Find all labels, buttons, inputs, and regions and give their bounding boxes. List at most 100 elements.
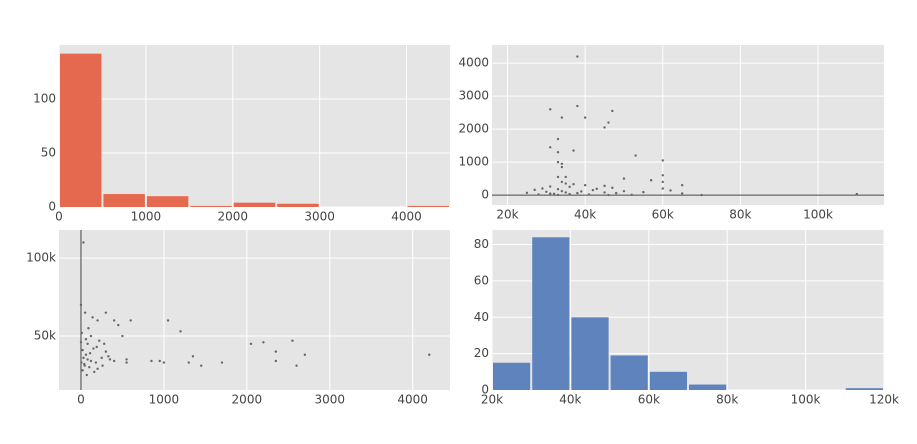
y-tick-label: 100 (33, 92, 56, 106)
point (591, 188, 595, 192)
point (556, 137, 560, 141)
point (84, 353, 88, 356)
bar (233, 202, 276, 207)
y-tick-label: 0 (481, 383, 489, 397)
point (661, 180, 664, 184)
point (101, 364, 104, 367)
x-tick-label: 80k (716, 393, 738, 407)
point (100, 356, 103, 360)
point (95, 345, 98, 349)
point (680, 192, 684, 195)
point (87, 327, 90, 330)
point (96, 367, 99, 370)
point (583, 184, 587, 187)
point (158, 359, 161, 363)
point (568, 192, 571, 196)
point (91, 316, 94, 319)
point (603, 184, 606, 188)
point (80, 331, 84, 335)
point (303, 353, 307, 356)
point (607, 121, 610, 124)
point (187, 361, 190, 364)
point (295, 364, 298, 367)
point (614, 191, 618, 195)
y-tick-label: 50 (41, 146, 56, 160)
point (556, 151, 560, 154)
y-tick-label: 1000 (458, 155, 489, 169)
point (79, 303, 83, 307)
point (622, 177, 626, 180)
point (104, 311, 108, 314)
point (82, 241, 85, 244)
point (525, 191, 529, 194)
point (81, 369, 84, 372)
point (94, 361, 98, 364)
point (661, 174, 664, 177)
point (537, 193, 540, 196)
point (82, 356, 85, 360)
point (89, 359, 93, 363)
point (560, 116, 564, 119)
bar (610, 355, 648, 390)
point (428, 353, 431, 356)
point (166, 319, 170, 322)
x-tick-label: 80k (729, 208, 751, 222)
point (560, 189, 564, 193)
x-tick-label: 2000 (232, 393, 263, 407)
plot-area (59, 230, 450, 390)
x-tick-label: 100k (803, 208, 833, 222)
bar (407, 205, 449, 207)
point (107, 355, 110, 358)
x-tick-label: 120k (869, 393, 899, 407)
point (568, 185, 571, 189)
point (649, 179, 653, 182)
bar (571, 317, 609, 390)
y-tick-label: 2000 (458, 122, 489, 136)
point (274, 350, 278, 353)
y-tick-label: 0 (481, 188, 489, 202)
y-tick-label: 60 (474, 273, 489, 287)
bar (190, 205, 232, 207)
x-tick-label: 2000 (218, 210, 249, 224)
point (162, 361, 166, 364)
point (556, 175, 560, 179)
x-tick-label: 0 (77, 393, 85, 407)
point (611, 186, 614, 190)
point (607, 193, 610, 197)
point (549, 146, 552, 149)
point (564, 175, 567, 179)
point (580, 190, 583, 193)
point (125, 361, 128, 364)
point (564, 191, 567, 194)
x-tick-label: 1000 (131, 210, 162, 224)
point (89, 334, 93, 338)
point (96, 319, 99, 322)
y-tick-label: 50k (34, 329, 56, 343)
x-tick-label: 40k (559, 393, 581, 407)
point (560, 162, 564, 165)
point (630, 193, 633, 196)
point (545, 190, 548, 194)
point (93, 370, 96, 374)
y-tick-label: 40 (474, 310, 489, 324)
point (200, 364, 203, 367)
x-tick-label: 40k (574, 208, 596, 222)
point (84, 337, 88, 341)
point (622, 189, 626, 193)
bar (532, 237, 570, 390)
point (549, 108, 552, 111)
point (88, 351, 92, 355)
bar (649, 371, 687, 390)
plot-area (492, 45, 884, 205)
point (86, 358, 89, 361)
point (595, 187, 598, 191)
x-tick-label: 20k (496, 208, 518, 222)
point (661, 187, 664, 190)
point (642, 190, 645, 194)
point (98, 339, 101, 342)
x-tick-label: 60k (652, 208, 674, 222)
y-tick-label: 80 (474, 237, 489, 251)
x-tick-label: 20k (481, 393, 503, 407)
y-tick-label: 100k (26, 251, 56, 265)
point (564, 182, 567, 185)
